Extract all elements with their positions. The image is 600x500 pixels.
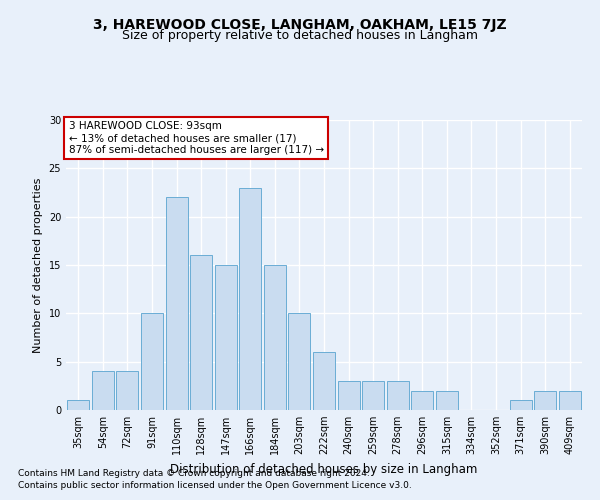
Bar: [559, 390, 581, 410]
Text: Contains HM Land Registry data © Crown copyright and database right 2024.: Contains HM Land Registry data © Crown c…: [18, 469, 370, 478]
Bar: [289, 314, 310, 410]
Bar: [362, 381, 384, 410]
Text: 3, HAREWOOD CLOSE, LANGHAM, OAKHAM, LE15 7JZ: 3, HAREWOOD CLOSE, LANGHAM, OAKHAM, LE15…: [93, 18, 507, 32]
Bar: [509, 400, 532, 410]
Bar: [239, 188, 262, 410]
Text: Size of property relative to detached houses in Langham: Size of property relative to detached ho…: [122, 29, 478, 42]
Bar: [166, 198, 188, 410]
Bar: [190, 256, 212, 410]
Text: Contains public sector information licensed under the Open Government Licence v3: Contains public sector information licen…: [18, 480, 412, 490]
Bar: [436, 390, 458, 410]
Bar: [116, 372, 139, 410]
Bar: [411, 390, 433, 410]
Text: 3 HAREWOOD CLOSE: 93sqm
← 13% of detached houses are smaller (17)
87% of semi-de: 3 HAREWOOD CLOSE: 93sqm ← 13% of detache…: [68, 122, 324, 154]
Bar: [141, 314, 163, 410]
Y-axis label: Number of detached properties: Number of detached properties: [33, 178, 43, 352]
Bar: [386, 381, 409, 410]
X-axis label: Distribution of detached houses by size in Langham: Distribution of detached houses by size …: [170, 462, 478, 475]
Bar: [67, 400, 89, 410]
Bar: [264, 265, 286, 410]
Bar: [534, 390, 556, 410]
Bar: [338, 381, 359, 410]
Bar: [313, 352, 335, 410]
Bar: [215, 265, 237, 410]
Bar: [92, 372, 114, 410]
